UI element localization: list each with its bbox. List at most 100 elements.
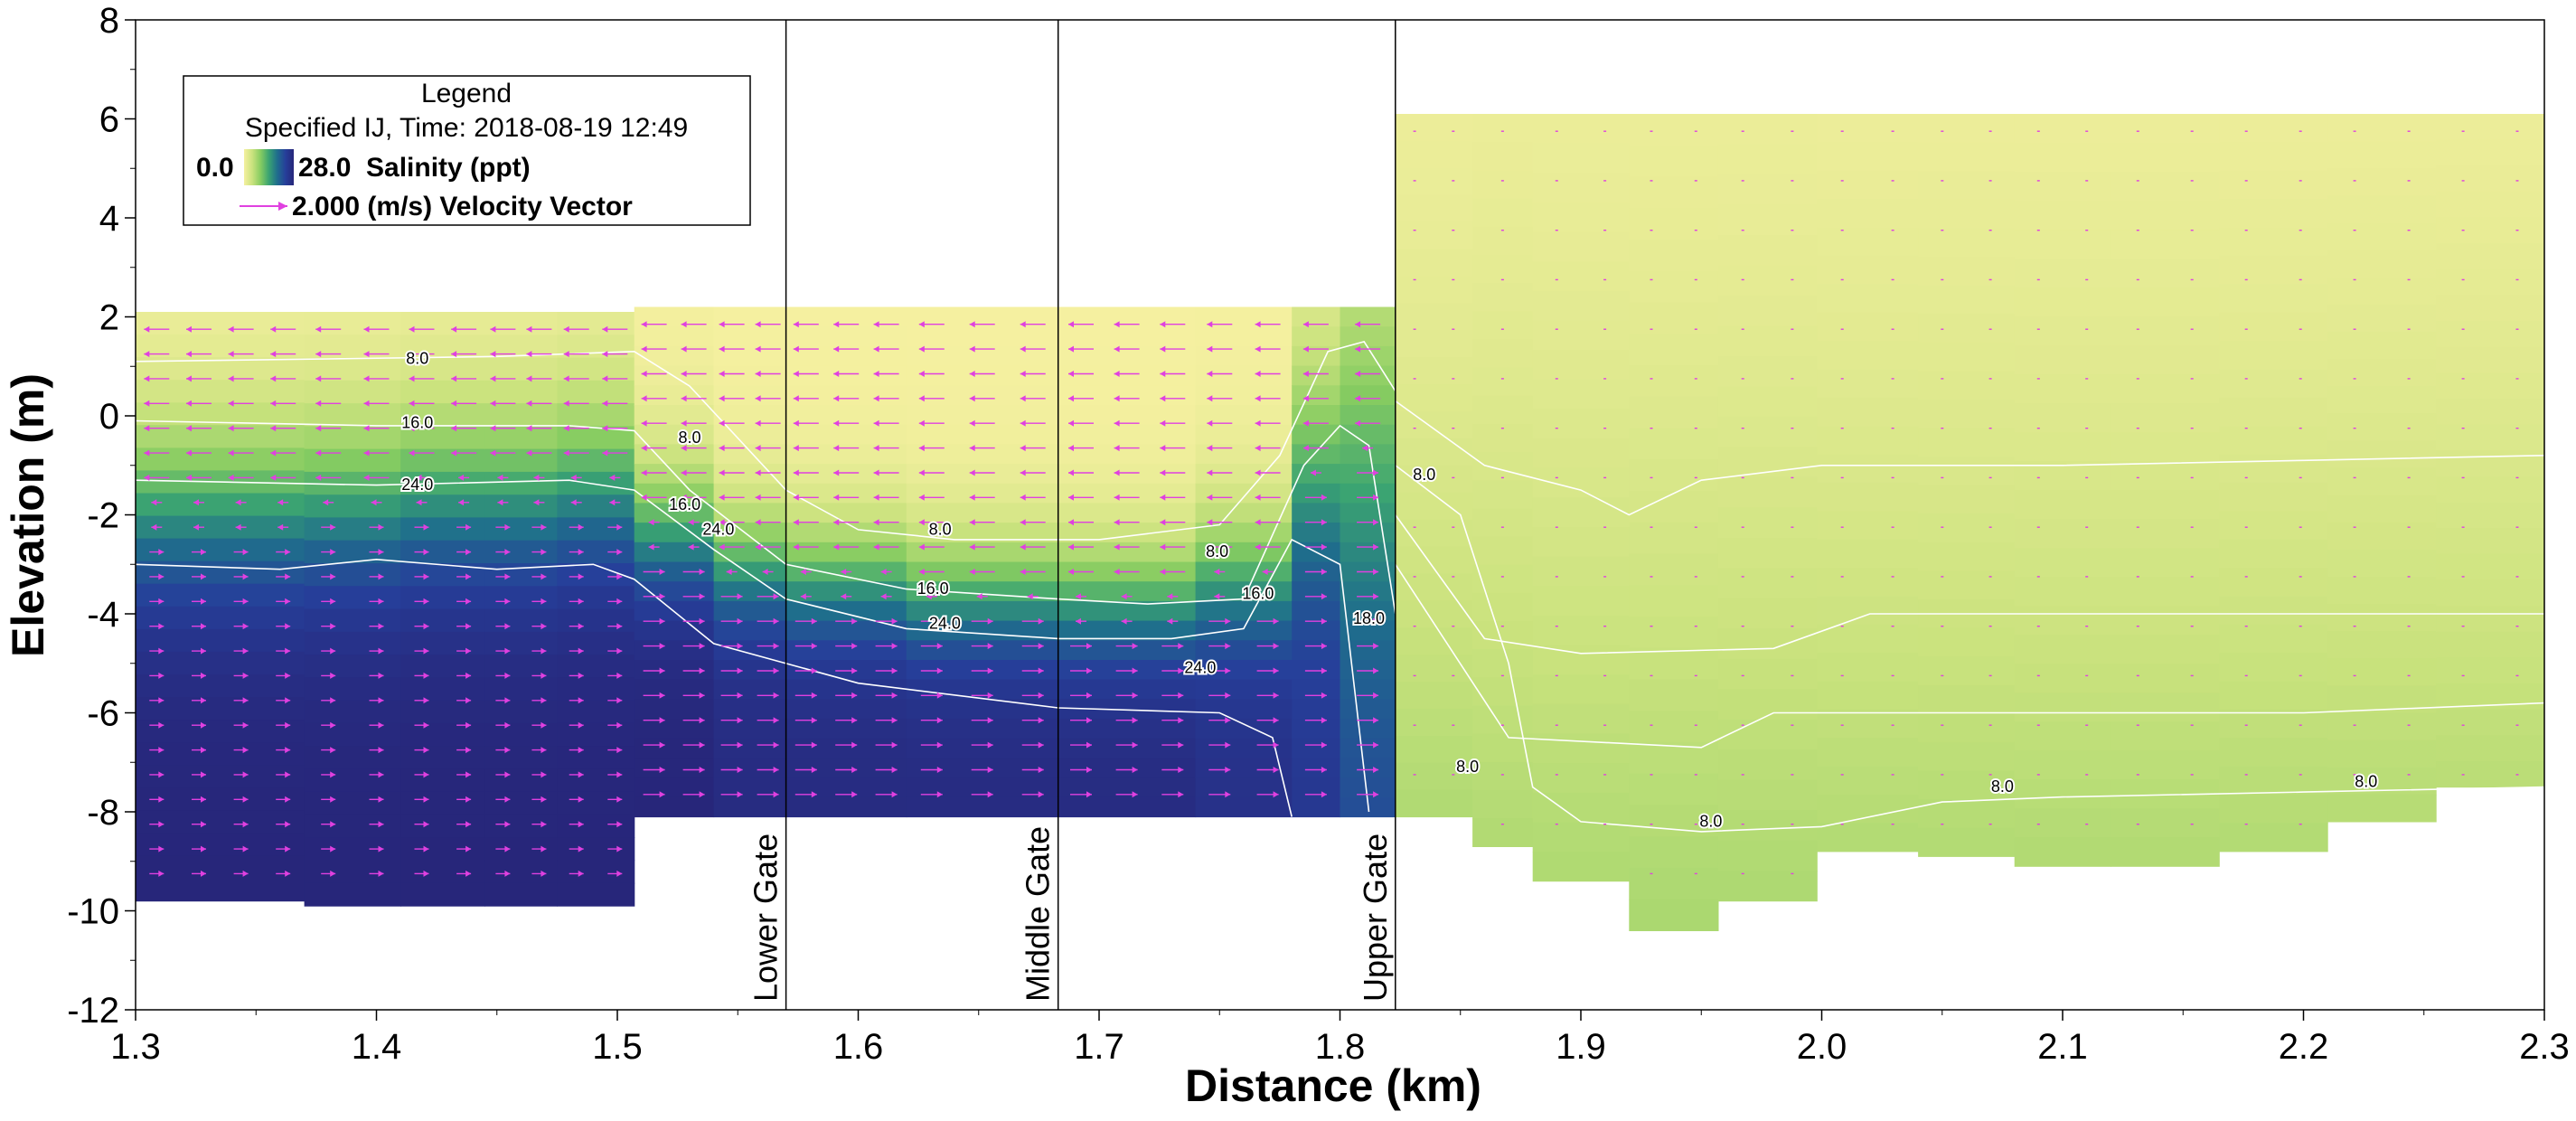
salinity-cell	[557, 471, 635, 495]
velocity-arrow	[235, 523, 247, 531]
velocity-arrow	[149, 845, 165, 853]
velocity-arrow	[531, 623, 547, 630]
contour-labels: 8.016.024.08.016.024.0 8.08.016.024.016.0…	[400, 348, 2379, 833]
salinity-cell	[2327, 631, 2437, 659]
salinity-cell	[713, 385, 787, 406]
salinity-cell	[2014, 519, 2111, 549]
velocity-arrow	[1021, 692, 1044, 699]
salinity-cell	[2327, 712, 2437, 741]
velocity-arrow	[233, 598, 249, 605]
velocity-arrow	[1114, 445, 1140, 452]
salinity-cell	[400, 655, 485, 678]
salinity-cell	[1817, 454, 1919, 484]
velocity-arrow	[1357, 667, 1379, 674]
velocity-arrow	[233, 623, 249, 630]
salinity-cell	[1817, 227, 1919, 257]
velocity-arrow	[1167, 617, 1179, 625]
velocity-arrow	[456, 796, 472, 803]
velocity-arrow	[1207, 345, 1233, 353]
velocity-arrow	[569, 523, 584, 531]
velocity-arrow	[607, 647, 623, 655]
salinity-cell	[906, 424, 1059, 445]
velocity-arrow	[833, 519, 860, 526]
velocity-arrow	[1114, 519, 1140, 526]
salinity-cell	[1717, 689, 1818, 721]
salinity-cell	[1058, 483, 1197, 504]
salinity-cell	[1717, 355, 1818, 387]
salinity-cell	[1195, 385, 1293, 406]
salinity-cell	[1472, 226, 1534, 256]
salinity-cell	[2436, 372, 2544, 400]
salinity-cell	[2014, 635, 2111, 664]
salinity-cell	[1472, 339, 1534, 369]
salinity-cell	[400, 540, 485, 564]
velocity-arrow	[1068, 345, 1094, 353]
salinity-cell	[136, 447, 306, 472]
salinity-cell	[136, 878, 306, 902]
velocity-arrow	[363, 400, 390, 407]
salinity-cell	[136, 583, 306, 608]
salinity-cell	[136, 380, 306, 403]
velocity-arrow	[233, 870, 249, 877]
salinity-cell	[557, 357, 635, 382]
velocity-arrow	[793, 345, 819, 353]
salinity-cell	[634, 523, 715, 543]
velocity-arrow	[192, 573, 206, 580]
y-tick-label: -10	[67, 892, 119, 932]
salinity-cell	[1817, 312, 1919, 342]
salinity-cell	[2327, 304, 2437, 333]
salinity-cell	[400, 631, 485, 655]
velocity-arrow	[569, 821, 584, 828]
velocity-arrow	[192, 549, 206, 556]
velocity-arrow	[1304, 617, 1327, 625]
contour-label: 8.0	[929, 520, 952, 538]
velocity-arrow	[1304, 741, 1327, 749]
salinity-cell	[557, 722, 635, 747]
velocity-arrow	[186, 449, 212, 457]
velocity-arrow	[873, 395, 899, 402]
velocity-arrow	[835, 643, 858, 650]
salinity-cell	[400, 380, 485, 404]
velocity-arrow	[875, 643, 898, 650]
salinity-cell	[1472, 592, 1534, 622]
velocity-arrow	[414, 672, 429, 679]
velocity-arrow	[833, 469, 860, 476]
velocity-arrow	[144, 325, 170, 333]
salinity-cell	[2436, 321, 2544, 348]
velocity-arrow	[681, 321, 707, 328]
velocity-arrow	[321, 697, 336, 704]
salinity-cell	[2111, 172, 2220, 202]
salinity-cell	[400, 677, 485, 702]
velocity-arrow	[144, 449, 170, 457]
salinity-cell	[1629, 711, 1719, 743]
velocity-arrow	[149, 573, 165, 580]
velocity-arrow	[918, 543, 945, 551]
velocity-arrow	[315, 351, 342, 358]
salinity-cell	[1472, 311, 1534, 340]
velocity-arrow	[233, 573, 249, 580]
salinity-cell	[1717, 416, 1818, 447]
salinity-cell	[1817, 795, 1919, 824]
salinity-cell	[2014, 577, 2111, 607]
velocity-arrow	[1304, 667, 1327, 674]
salinity-cell	[1058, 464, 1197, 485]
salinity-cell	[713, 326, 787, 347]
salinity-cell	[1629, 145, 1719, 178]
velocity-arrow	[144, 375, 170, 382]
velocity-arrow	[643, 667, 665, 674]
velocity-arrow	[833, 345, 860, 353]
velocity-arrow	[918, 371, 945, 377]
velocity-arrow	[228, 425, 254, 432]
velocity-arrow	[1255, 494, 1281, 501]
velocity-arrow	[414, 623, 429, 630]
salinity-cell	[1472, 114, 1534, 143]
salinity-cell	[1058, 345, 1197, 367]
salinity-cell	[2219, 539, 2328, 569]
y-tick-label: -12	[67, 991, 119, 1031]
salinity-cell	[136, 810, 306, 834]
salinity-cell	[1817, 426, 1919, 456]
salinity-cell	[1717, 447, 1818, 478]
salinity-cell	[2327, 467, 2437, 496]
velocity-arrow	[641, 345, 667, 353]
contour-label: 8.0	[1413, 466, 1435, 484]
